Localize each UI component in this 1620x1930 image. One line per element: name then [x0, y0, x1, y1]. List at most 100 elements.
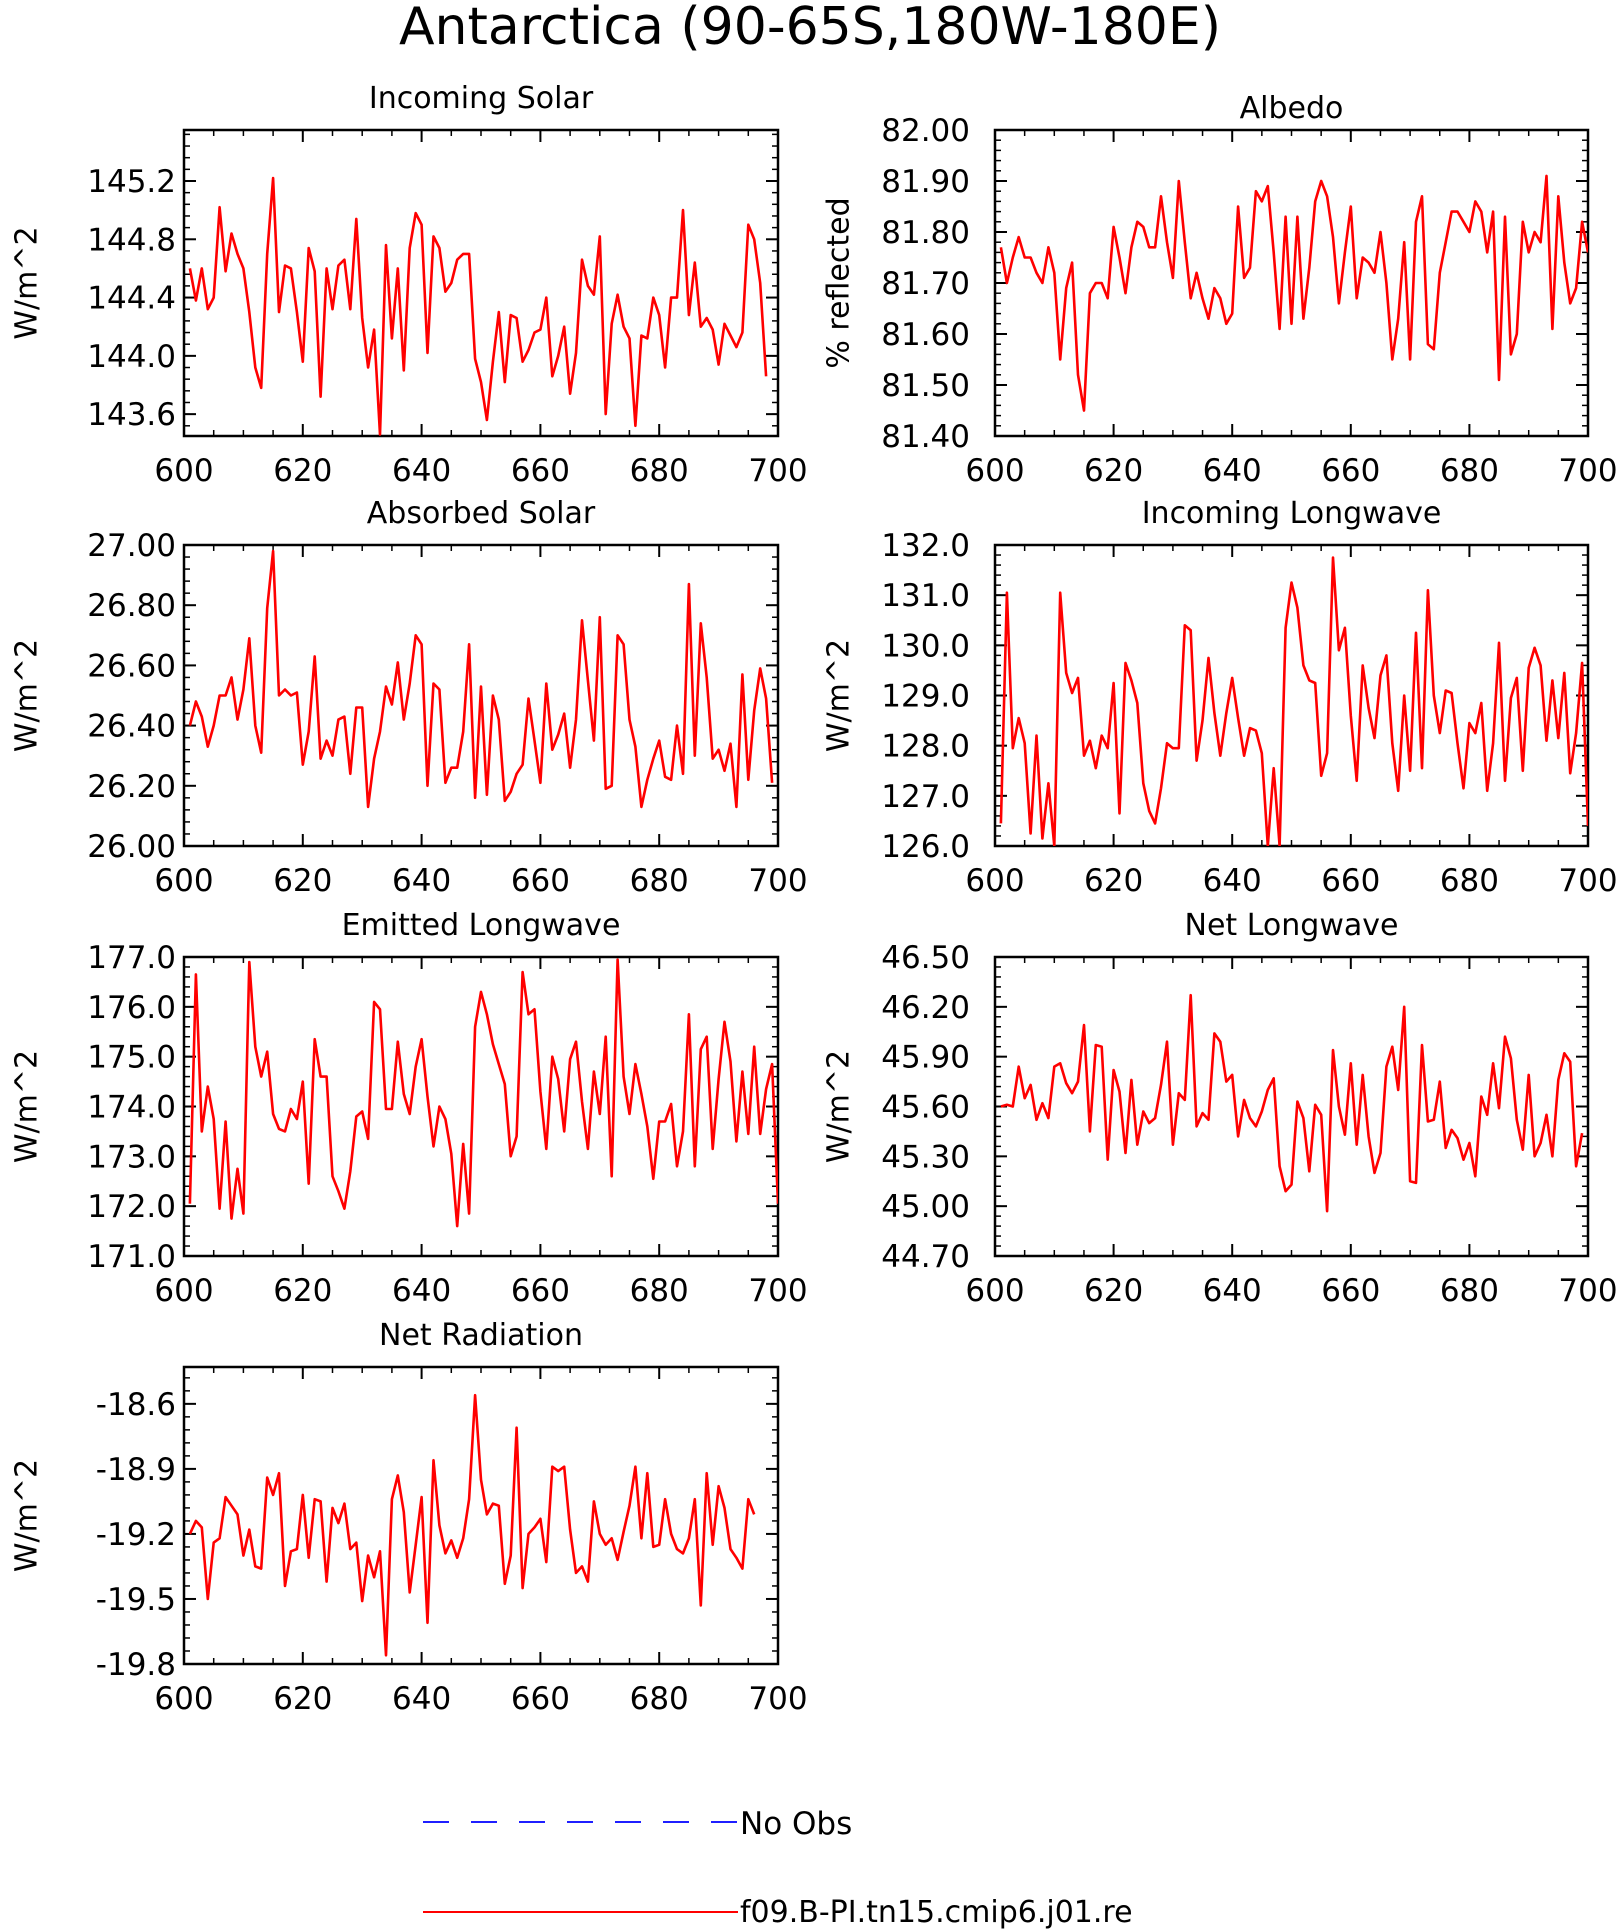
incoming-longwave-ytick-label: 129.0 [881, 679, 970, 715]
albedo-series-line [999, 174, 1588, 412]
net-longwave-xtick-label: 640 [1203, 1273, 1262, 1309]
incoming-solar-xtick-label: 680 [630, 453, 689, 489]
emitted-longwave-xtick-label: 660 [511, 1273, 570, 1309]
net-radiation-ytick-label: -18.9 [96, 1452, 176, 1488]
incoming-longwave-xtick-label: 640 [1203, 863, 1262, 899]
incoming-longwave-series-line [999, 556, 1588, 846]
net-radiation-xtick-label: 700 [748, 1681, 807, 1717]
net-radiation-ytick-label: -18.6 [96, 1387, 176, 1423]
incoming-solar-xtick-label: 640 [392, 453, 451, 489]
net-radiation-ytick-label: -19.5 [96, 1582, 176, 1618]
absorbed-solar-ytick-label: 26.20 [87, 769, 176, 805]
absorbed-solar-ylabel: W/m^2 [10, 639, 45, 752]
absorbed-solar-xtick-label: 600 [154, 863, 213, 899]
panel-net-longwave: Net Longwave W/m^2 44.70 45.00 45.30 45.60 45.… [822, 908, 1618, 1309]
emitted-longwave-title: Emitted Longwave [342, 908, 621, 943]
net-longwave-series-line [1000, 993, 1584, 1213]
net-longwave-ytick-label: 45.90 [881, 1040, 970, 1076]
albedo-ytick-label: 81.90 [881, 164, 970, 200]
panel-albedo: Albedo % reflected 81.40 81.50 81.60 81.70 81.… [822, 91, 1618, 489]
net-radiation-xtick-label: 660 [511, 1681, 570, 1717]
emitted-longwave-ytick-label: 175.0 [87, 1040, 176, 1076]
emitted-longwave-xtick-label: 680 [630, 1273, 689, 1309]
incoming-longwave-ytick-label: 130.0 [881, 628, 970, 664]
incoming-solar-ytick-label: 143.6 [87, 397, 176, 433]
net-longwave-xtick-label: 620 [1084, 1273, 1143, 1309]
albedo-ytick-label: 82.00 [881, 113, 970, 149]
absorbed-solar-title: Absorbed Solar [367, 496, 596, 531]
incoming-longwave-xtick-label: 660 [1321, 863, 1380, 899]
albedo-xtick-label: 680 [1440, 453, 1499, 489]
emitted-longwave-ytick-label: 176.0 [87, 990, 176, 1026]
emitted-longwave-ytick-label: 177.0 [87, 940, 176, 976]
emitted-longwave-ytick-label: 171.0 [87, 1239, 176, 1275]
panel-emitted-longwave: Emitted Longwave W/m^2 171.0 172.0 173.0 174.… [10, 908, 808, 1309]
panel-incoming-solar: Incoming Solar W/m^2 143.6 144.0 144.4 144.8 1… [10, 81, 808, 489]
panel-net-radiation: Net Radiation W/m^2 -19.8 -19.5 -19.2 -18.9 -1… [10, 1318, 808, 1717]
incoming-solar-ytick-label: 144.8 [87, 222, 176, 258]
legend: No Obs f09.B-PI.tn15.cmip6.j01.re [423, 1806, 1133, 1930]
albedo-xtick-label: 600 [965, 453, 1024, 489]
absorbed-solar-ytick-label: 27.00 [87, 528, 176, 564]
net-radiation-ytick-label: -19.8 [96, 1647, 176, 1683]
absorbed-solar-xtick-label: 680 [630, 863, 689, 899]
emitted-longwave-xtick-label: 640 [392, 1273, 451, 1309]
emitted-longwave-ytick-label: 173.0 [87, 1139, 176, 1175]
absorbed-solar-ytick-label: 26.80 [87, 588, 176, 624]
net-longwave-xtick-label: 600 [965, 1273, 1024, 1309]
net-longwave-ylabel: W/m^2 [822, 1050, 857, 1163]
absorbed-solar-xtick-label: 640 [392, 863, 451, 899]
incoming-longwave-xtick-label: 600 [965, 863, 1024, 899]
net-radiation-xtick-label: 680 [630, 1681, 689, 1717]
net-radiation-xtick-label: 600 [154, 1681, 213, 1717]
panel-absorbed-solar: Absorbed Solar W/m^2 26.00 26.20 26.40 26.60 2… [10, 496, 808, 899]
incoming-solar-ylabel: W/m^2 [10, 226, 45, 339]
emitted-longwave-xtick-label: 600 [154, 1273, 213, 1309]
emitted-longwave-ytick-label: 172.0 [87, 1189, 176, 1225]
incoming-longwave-title: Incoming Longwave [1142, 496, 1442, 531]
net-radiation-ytick-label: -19.2 [96, 1517, 176, 1553]
incoming-solar-ytick-label: 144.4 [87, 281, 176, 317]
net-radiation-title: Net Radiation [379, 1318, 583, 1353]
net-radiation-xtick-label: 620 [273, 1681, 332, 1717]
incoming-solar-xtick-label: 620 [273, 453, 332, 489]
figure-title: Antarctica (90-65S,180W-180E) [399, 0, 1221, 57]
albedo-ytick-label: 81.80 [881, 215, 970, 251]
incoming-longwave-ytick-label: 131.0 [881, 578, 970, 614]
panel-incoming-longwave: Incoming Longwave W/m^2 126.0 127.0 128.0 129… [822, 496, 1618, 899]
albedo-xtick-label: 700 [1558, 453, 1617, 489]
incoming-solar-xtick-label: 700 [748, 453, 807, 489]
incoming-solar-title: Incoming Solar [369, 81, 594, 116]
net-radiation-frame [182, 1365, 780, 1666]
absorbed-solar-series-line [188, 549, 774, 809]
absorbed-solar-xtick-label: 620 [273, 863, 332, 899]
incoming-solar-series-line [188, 176, 768, 436]
legend-label-no-obs: No Obs [740, 1806, 852, 1842]
albedo-xtick-label: 620 [1084, 453, 1143, 489]
emitted-longwave-ylabel: W/m^2 [10, 1050, 45, 1163]
net-radiation-ylabel: W/m^2 [10, 1459, 45, 1572]
albedo-ytick-label: 81.70 [881, 266, 970, 302]
net-longwave-xtick-label: 660 [1321, 1273, 1380, 1309]
incoming-longwave-xtick-label: 700 [1558, 863, 1617, 899]
incoming-solar-ytick-label: 145.2 [87, 164, 176, 200]
incoming-longwave-xtick-label: 680 [1440, 863, 1499, 899]
incoming-solar-xtick-label: 600 [154, 453, 213, 489]
albedo-ylabel: % reflected [822, 197, 857, 368]
absorbed-solar-xtick-label: 700 [748, 863, 807, 899]
absorbed-solar-ytick-label: 26.40 [87, 709, 176, 745]
albedo-ytick-label: 81.50 [881, 368, 970, 404]
incoming-longwave-xtick-label: 620 [1084, 863, 1143, 899]
albedo-ytick-label: 81.60 [881, 317, 970, 353]
net-longwave-ytick-label: 46.20 [881, 990, 970, 1026]
net-longwave-xtick-label: 700 [1558, 1273, 1617, 1309]
net-longwave-ytick-label: 45.30 [881, 1139, 970, 1175]
incoming-solar-xtick-label: 660 [511, 453, 570, 489]
albedo-xtick-label: 660 [1321, 453, 1380, 489]
net-longwave-ytick-label: 45.60 [881, 1090, 970, 1126]
incoming-longwave-ylabel: W/m^2 [822, 639, 857, 752]
net-longwave-xtick-label: 680 [1440, 1273, 1499, 1309]
incoming-longwave-ytick-label: 127.0 [881, 779, 970, 815]
emitted-longwave-xtick-label: 620 [273, 1273, 332, 1309]
